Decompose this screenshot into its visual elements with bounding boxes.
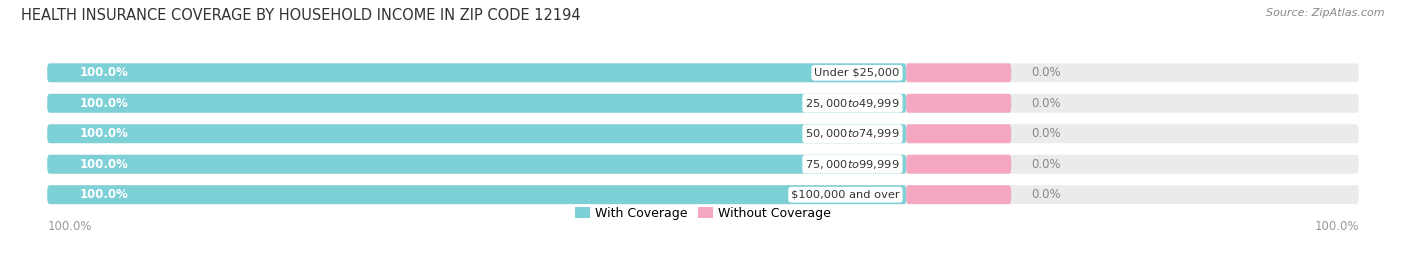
FancyBboxPatch shape [48,124,1358,143]
FancyBboxPatch shape [907,185,1011,204]
Legend: With Coverage, Without Coverage: With Coverage, Without Coverage [571,202,835,225]
FancyBboxPatch shape [48,155,1358,174]
Text: 0.0%: 0.0% [1031,127,1060,140]
Text: Source: ZipAtlas.com: Source: ZipAtlas.com [1267,8,1385,18]
Text: $75,000 to $99,999: $75,000 to $99,999 [806,158,900,171]
FancyBboxPatch shape [907,124,1011,143]
Text: $25,000 to $49,999: $25,000 to $49,999 [806,97,900,110]
FancyBboxPatch shape [48,94,1358,113]
Text: Under $25,000: Under $25,000 [814,68,900,78]
FancyBboxPatch shape [48,63,1358,82]
Text: 100.0%: 100.0% [80,188,129,201]
FancyBboxPatch shape [48,124,907,143]
Text: 100.0%: 100.0% [80,66,129,79]
FancyBboxPatch shape [48,94,907,113]
FancyBboxPatch shape [907,63,1011,82]
Text: 0.0%: 0.0% [1031,158,1060,171]
Text: $50,000 to $74,999: $50,000 to $74,999 [806,127,900,140]
Text: 0.0%: 0.0% [1031,188,1060,201]
Text: HEALTH INSURANCE COVERAGE BY HOUSEHOLD INCOME IN ZIP CODE 12194: HEALTH INSURANCE COVERAGE BY HOUSEHOLD I… [21,8,581,23]
FancyBboxPatch shape [48,185,907,204]
Text: $100,000 and over: $100,000 and over [792,190,900,200]
Text: 0.0%: 0.0% [1031,66,1060,79]
Text: 100.0%: 100.0% [80,127,129,140]
Text: 100.0%: 100.0% [80,158,129,171]
FancyBboxPatch shape [48,63,907,82]
FancyBboxPatch shape [48,155,907,174]
FancyBboxPatch shape [48,185,1358,204]
FancyBboxPatch shape [907,94,1011,113]
Text: 100.0%: 100.0% [80,97,129,110]
Text: 0.0%: 0.0% [1031,97,1060,110]
Text: 100.0%: 100.0% [48,220,91,233]
FancyBboxPatch shape [907,155,1011,174]
Text: 100.0%: 100.0% [1315,220,1358,233]
